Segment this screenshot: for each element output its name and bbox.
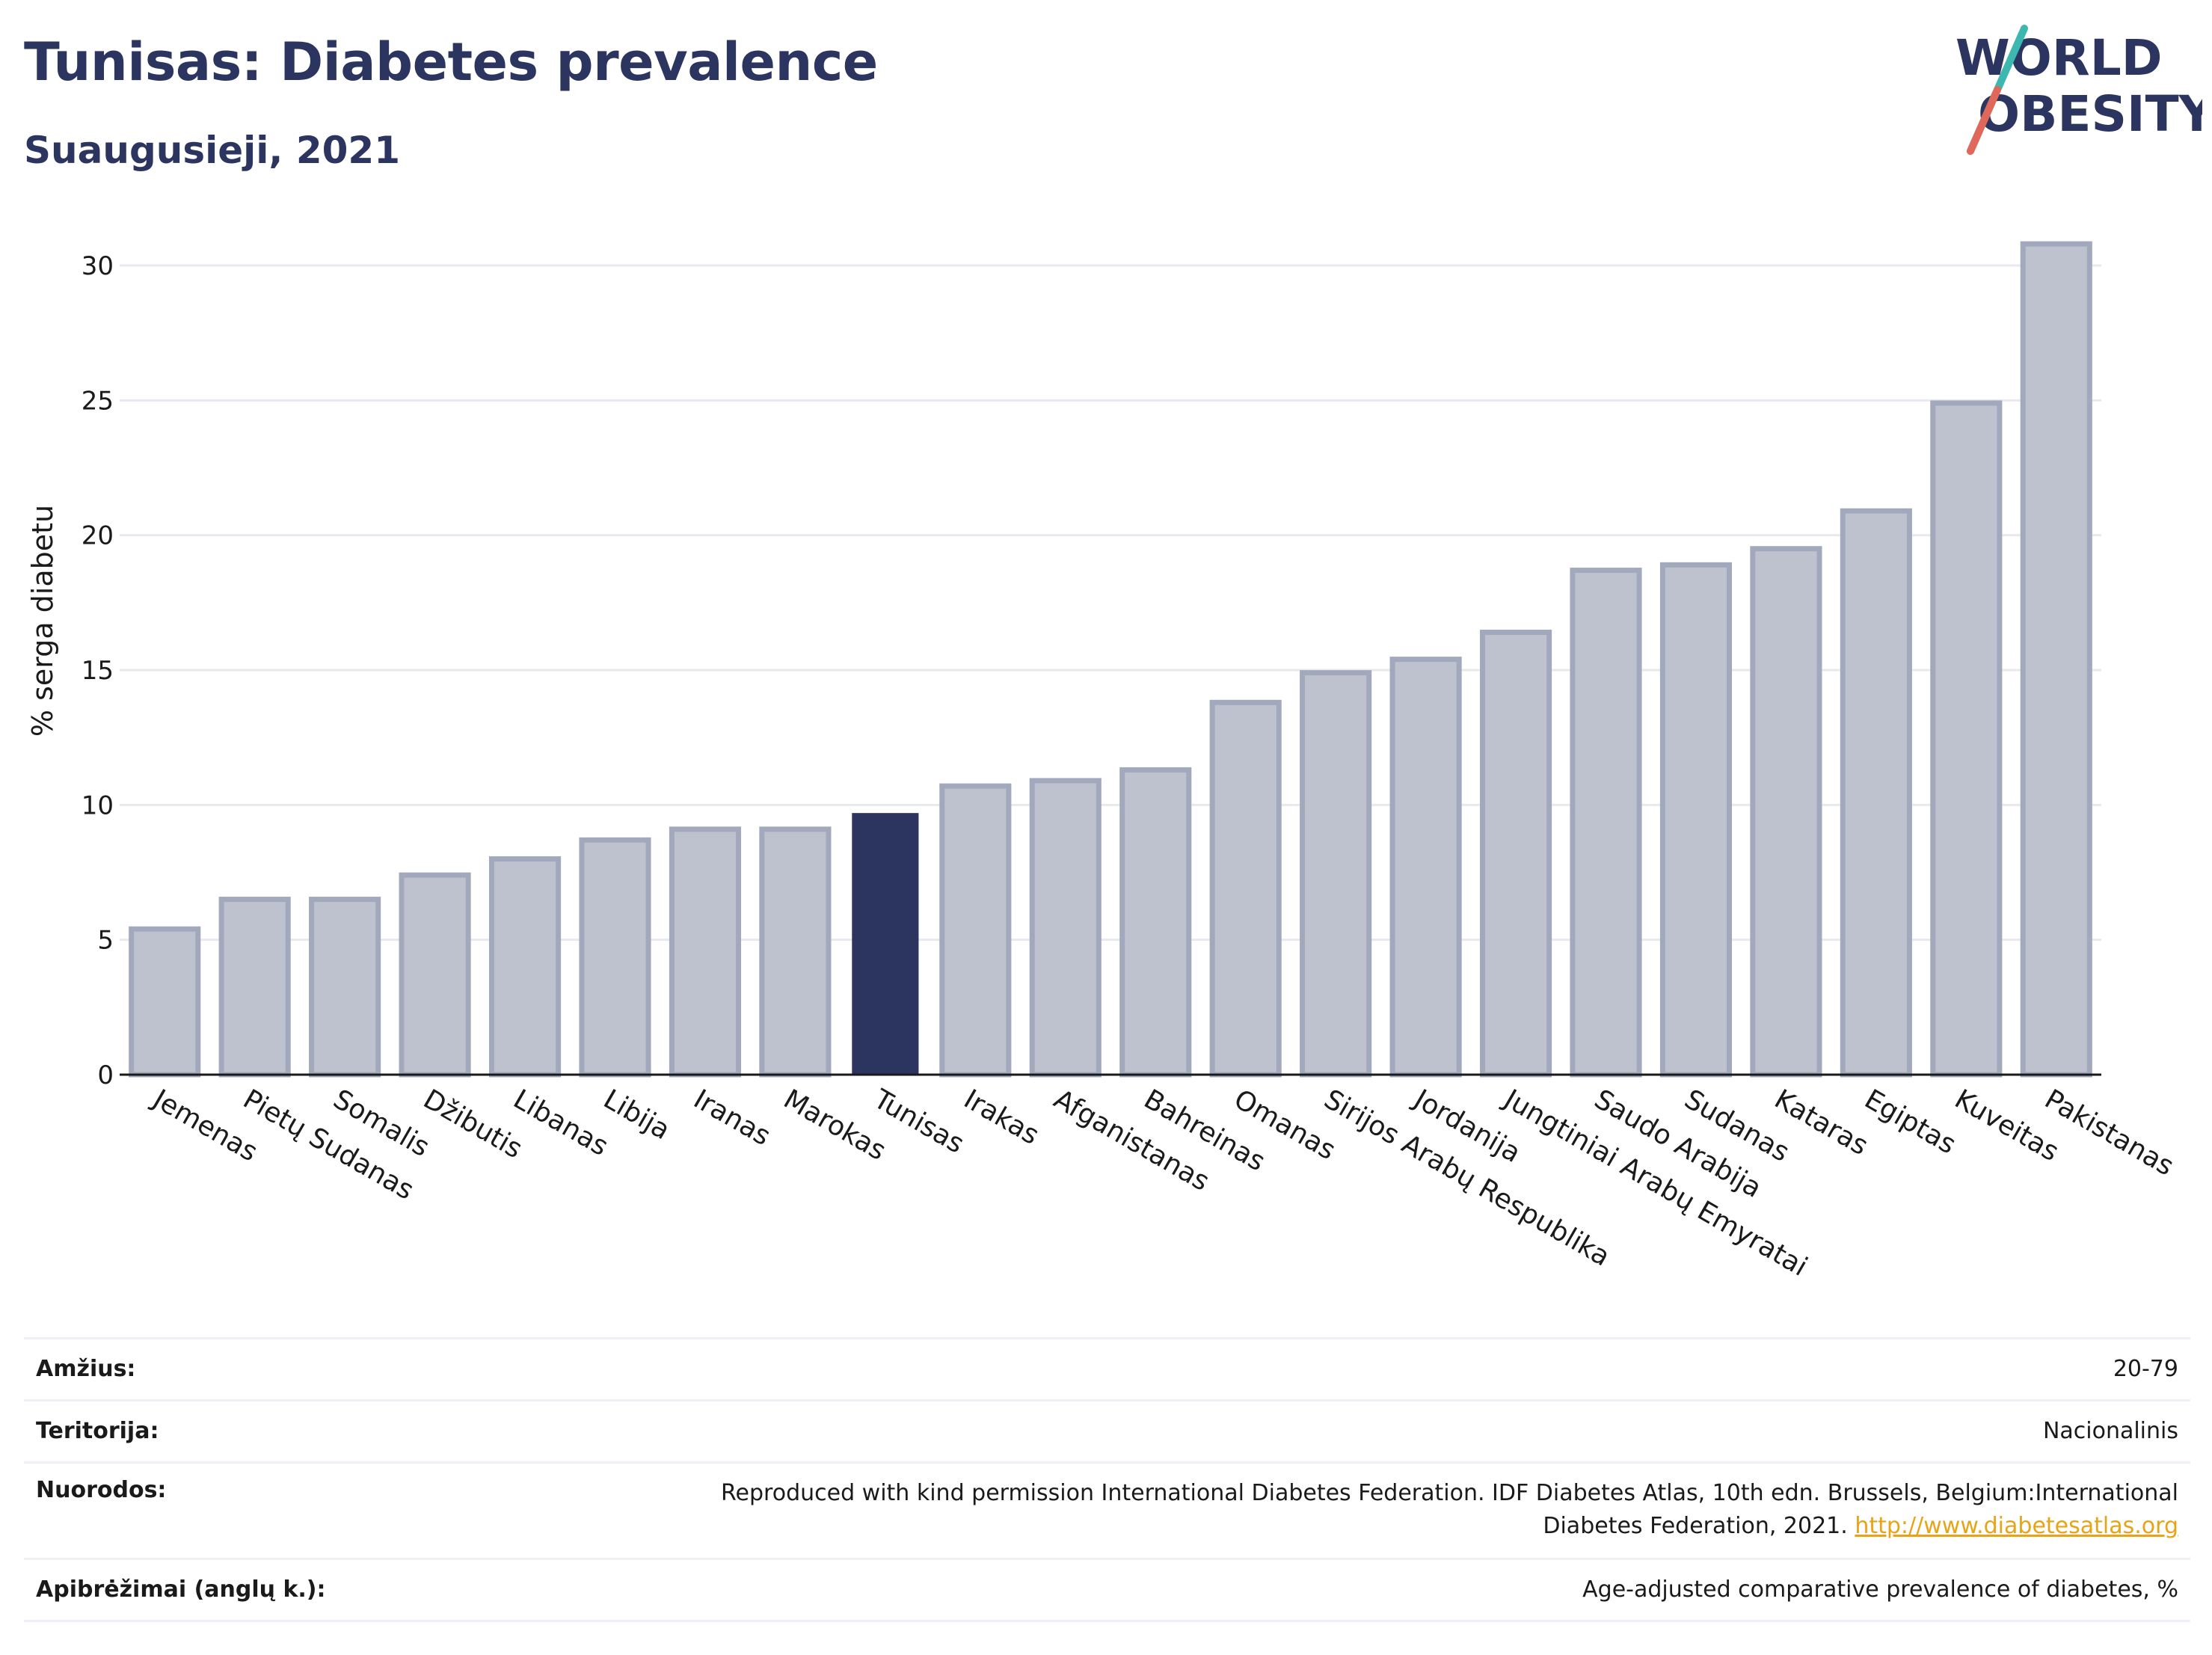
bar [309,897,381,1078]
info-row-definitions: Apibrėžimai (anglų k.): Age-adjusted com… [24,1559,2190,1621]
references-value: Reproduced with kind permission Internat… [402,1463,2190,1559]
definitions-label: Apibrėžimai (anglų k.): [36,1576,326,1603]
logo-line2: OBESITY [1978,85,2202,143]
world-obesity-logo: WORLD OBESITY [1956,25,2202,155]
page-subtitle: Suaugusieji, 2021 [24,129,400,172]
definitions-value: Age-adjusted comparative prevalence of d… [1582,1576,2178,1603]
info-row-age: Amžius: 20-79 [24,1338,2190,1401]
y-tick-label: 5 [97,926,114,956]
x-tick-label: Egiptas [1859,1084,1961,1160]
x-tick-label: Jemenas [147,1083,262,1167]
bar [1750,546,1822,1078]
page-title: Tunisas: Diabetes prevalence [24,31,878,93]
bar [1930,400,2003,1078]
bar [1119,767,1192,1078]
y-tick-label: 10 [82,790,114,820]
bar [579,837,651,1078]
bar [2020,241,2092,1078]
logo-slash-red [1967,86,2001,155]
bar [1389,657,1462,1078]
y-axis-title: % serga diabetu [26,505,59,737]
bar [488,856,562,1078]
y-tick-label: 15 [82,656,114,686]
x-tick-label: Afganistanas [1048,1084,1214,1197]
y-tick-label: 20 [82,521,114,551]
x-tick-label: Libanas [509,1084,614,1162]
x-tick-label: Iranas [688,1084,775,1152]
info-row-territory: Teritorija: Nacionalinis [24,1400,2190,1463]
age-value: 20-79 [2113,1356,2178,1382]
bar [399,872,471,1078]
x-tick-label: Irakas [959,1084,1044,1151]
x-tick-label: Marokas [778,1084,891,1167]
references-line1: Reproduced with kind permission Internat… [721,1480,2178,1506]
references-line2: Diabetes Federation, 2021. [1543,1513,1848,1539]
info-table: Amžius: 20-79 Teritorija: Nacionalinis N… [24,1337,2190,1622]
bar [669,826,742,1078]
x-tick-label: Pakistanas [2039,1084,2178,1182]
references-label: Nuorodos: [36,1477,167,1503]
y-tick-label: 0 [97,1060,114,1090]
territory-label: Teritorija: [36,1418,159,1444]
age-label: Amžius: [36,1356,136,1382]
bar [129,926,201,1078]
references-line2-wrap: Diabetes Federation, 2021. http://www.di… [414,1510,2178,1543]
info-row-references: Nuorodos: Reproduced with kind permissio… [24,1462,2190,1559]
territory-value: Nacionalinis [2042,1418,2178,1444]
bar [1029,778,1102,1078]
bar-layer [129,241,2092,1078]
y-tick-label: 25 [82,386,114,416]
bar [1570,568,1642,1078]
bar-highlighted [852,813,919,1075]
logo-line1: WORLD [1956,29,2163,87]
bar [939,783,1012,1078]
x-tick-label: Kuveitas [1950,1084,2064,1167]
bar [1209,699,1282,1078]
bar [218,897,291,1078]
bar [1479,630,1552,1078]
bar [759,826,832,1078]
bar [1840,508,1912,1078]
bar [1659,562,1733,1078]
references-link[interactable]: http://www.diabetesatlas.org [1855,1513,2178,1539]
bar [1300,670,1372,1078]
y-tick-label: 30 [82,251,114,281]
x-tick-label: Džibutis [418,1084,527,1164]
